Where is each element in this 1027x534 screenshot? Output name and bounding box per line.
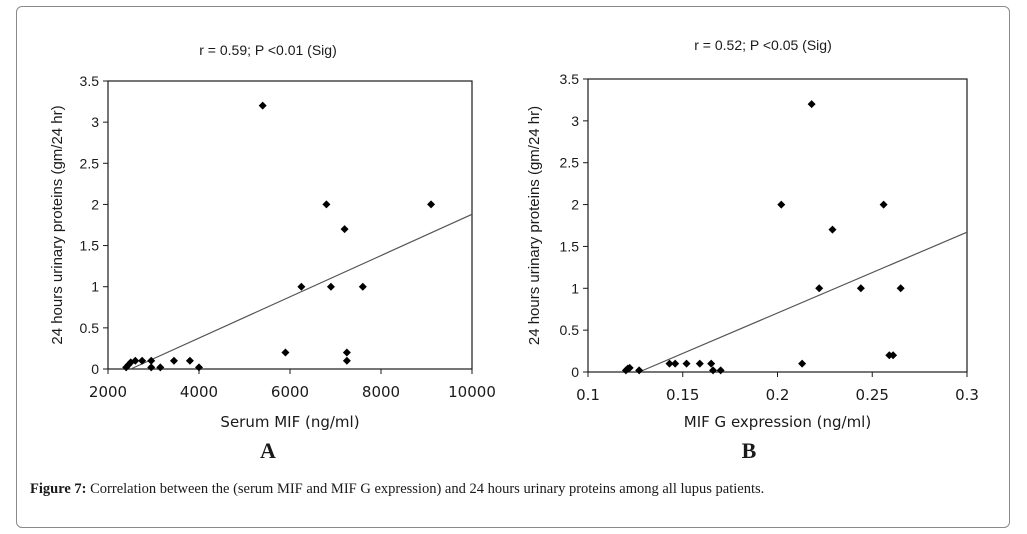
x-tick-label: 8000	[362, 383, 400, 401]
data-point	[671, 359, 680, 368]
data-point	[807, 100, 816, 109]
x-axis-label: Serum MIF (ng/ml)	[220, 413, 359, 431]
y-tick-label: 3	[91, 114, 99, 130]
data-point	[156, 363, 165, 372]
x-axis-label: MIF G expression (ng/ml)	[684, 413, 871, 431]
data-point	[297, 282, 306, 291]
y-tick-label: 2.5	[80, 155, 100, 171]
x-tick-label: 2000	[89, 383, 127, 401]
x-tick-label: 0.1	[576, 386, 600, 404]
data-point	[147, 356, 156, 365]
chart-panel-b: r = 0.52; P <0.05 (Sig) 0 0.5 1 1.5 2 2.5 3 3.5 0…	[515, 0, 1027, 470]
y-tick-label: 3.5	[80, 73, 100, 89]
data-point	[258, 101, 267, 110]
y-tick-label: 2	[571, 197, 579, 213]
chart-title: r = 0.59; P <0.01 (Sig)	[199, 42, 337, 58]
data-point	[195, 363, 203, 372]
y-tick-label: 3.5	[560, 71, 580, 87]
figure-frame	[16, 6, 1010, 528]
data-point	[889, 351, 898, 360]
trend-line	[130, 213, 473, 370]
y-axis-label: 24 hours urinary proteins (gm/24 hr)	[49, 105, 66, 344]
data-point	[427, 200, 436, 209]
data-point	[665, 359, 674, 368]
data-point	[777, 200, 786, 209]
y-tick-label: 1.5	[560, 238, 580, 254]
x-tick-label: 10000	[448, 383, 496, 401]
x-tick-label: 0.3	[955, 386, 979, 404]
data-point	[185, 356, 194, 365]
data-point	[896, 284, 905, 293]
data-point	[326, 282, 335, 291]
data-point	[707, 359, 716, 368]
data-point	[815, 284, 824, 293]
y-tick-label: 0	[571, 364, 579, 380]
plot-area-border	[587, 78, 968, 373]
data-point	[342, 348, 351, 357]
data-point	[131, 356, 140, 365]
data-point	[281, 348, 290, 357]
chart-panel-a: r = 0.59; P <0.01 (Sig) 0 0.5 1 1.5 2 2.5 3 3.5 2…	[0, 0, 520, 470]
data-point	[322, 200, 331, 209]
y-tick-label: 1	[91, 279, 99, 295]
figure-caption: Figure 7: Correlation between the (serum…	[30, 481, 764, 498]
y-axis-label: 24 hours urinary proteins (gm/24 hr)	[526, 106, 543, 345]
panel-letter: A	[260, 438, 276, 463]
y-tick-label: 2.5	[560, 155, 580, 171]
data-point	[716, 366, 725, 375]
x-tick-label: 0.25	[856, 386, 889, 404]
y-tick-label: 0.5	[560, 322, 580, 338]
data-point	[342, 356, 351, 365]
y-tick-label: 2	[91, 196, 99, 212]
x-tick-label: 6000	[271, 383, 309, 401]
data-point	[358, 282, 367, 291]
caption-label: Figure 7:	[30, 481, 87, 497]
x-tick-label: 0.2	[766, 386, 790, 404]
data-point	[856, 284, 865, 293]
data-point	[879, 200, 888, 209]
scatter-chart-b: r = 0.52; P <0.05 (Sig) 0 0.5 1 1.5 2 2.5 3 3.5 0…	[526, 37, 979, 463]
y-tick-label: 3	[571, 113, 579, 129]
data-point	[147, 363, 156, 372]
data-point	[695, 359, 704, 368]
panel-letter: B	[742, 438, 757, 463]
data-point	[682, 359, 691, 368]
data-point	[625, 363, 634, 372]
x-tick-label: 0.15	[666, 386, 699, 404]
y-tick-label: 0.5	[80, 320, 100, 336]
trend-line	[638, 231, 968, 373]
y-tick-label: 1.5	[80, 238, 100, 254]
data-point	[340, 225, 349, 234]
caption-text: Correlation between the (serum MIF and M…	[86, 481, 765, 497]
data-point	[169, 356, 178, 365]
data-point	[138, 356, 147, 365]
data-point	[635, 366, 644, 375]
y-tick-label: 0	[91, 361, 99, 377]
data-point	[709, 366, 718, 375]
y-tick-label: 1	[571, 280, 579, 296]
data-point	[828, 225, 837, 234]
scatter-chart-a: r = 0.59; P <0.01 (Sig) 0 0.5 1 1.5 2 2.5 3 3.5 2…	[49, 42, 496, 463]
data-point	[798, 359, 807, 368]
chart-title: r = 0.52; P <0.05 (Sig)	[694, 37, 832, 53]
plot-area-border	[107, 80, 473, 370]
x-tick-label: 4000	[180, 383, 218, 401]
